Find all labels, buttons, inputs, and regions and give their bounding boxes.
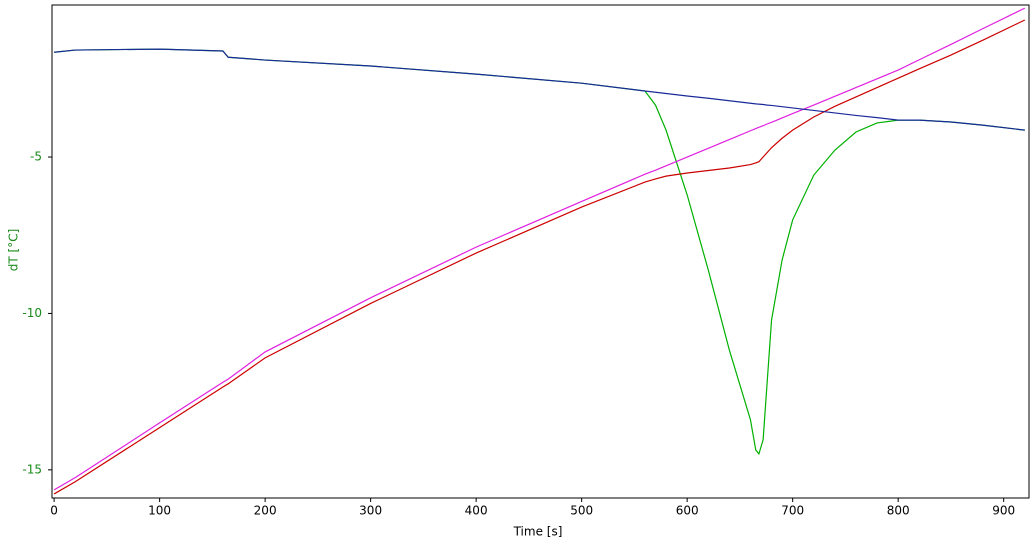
x-tick-label: 700 <box>781 504 804 518</box>
x-tick-label: 500 <box>570 504 593 518</box>
x-tick-label: 900 <box>992 504 1015 518</box>
y-axis-title: dT [°C] <box>7 229 21 272</box>
series-line <box>54 48 1025 131</box>
x-axis-title: Time [s] <box>513 525 563 539</box>
x-tick-label: 400 <box>465 504 488 518</box>
x-tick-label: 0 <box>50 504 58 518</box>
y-tick-label: -15 <box>22 462 42 476</box>
series-line <box>53 7 1026 491</box>
x-tick-label: 100 <box>148 504 171 518</box>
series-line <box>54 48 1025 456</box>
y-tick-label: -10 <box>22 306 42 320</box>
plot-frame <box>51 4 1030 499</box>
x-tick-label: 300 <box>359 504 382 518</box>
x-tick-label: 200 <box>254 504 277 518</box>
y-tick-label: -5 <box>30 150 42 164</box>
x-tick-label: 600 <box>676 504 699 518</box>
series-line <box>53 19 1026 495</box>
x-tick-label: 800 <box>887 504 910 518</box>
